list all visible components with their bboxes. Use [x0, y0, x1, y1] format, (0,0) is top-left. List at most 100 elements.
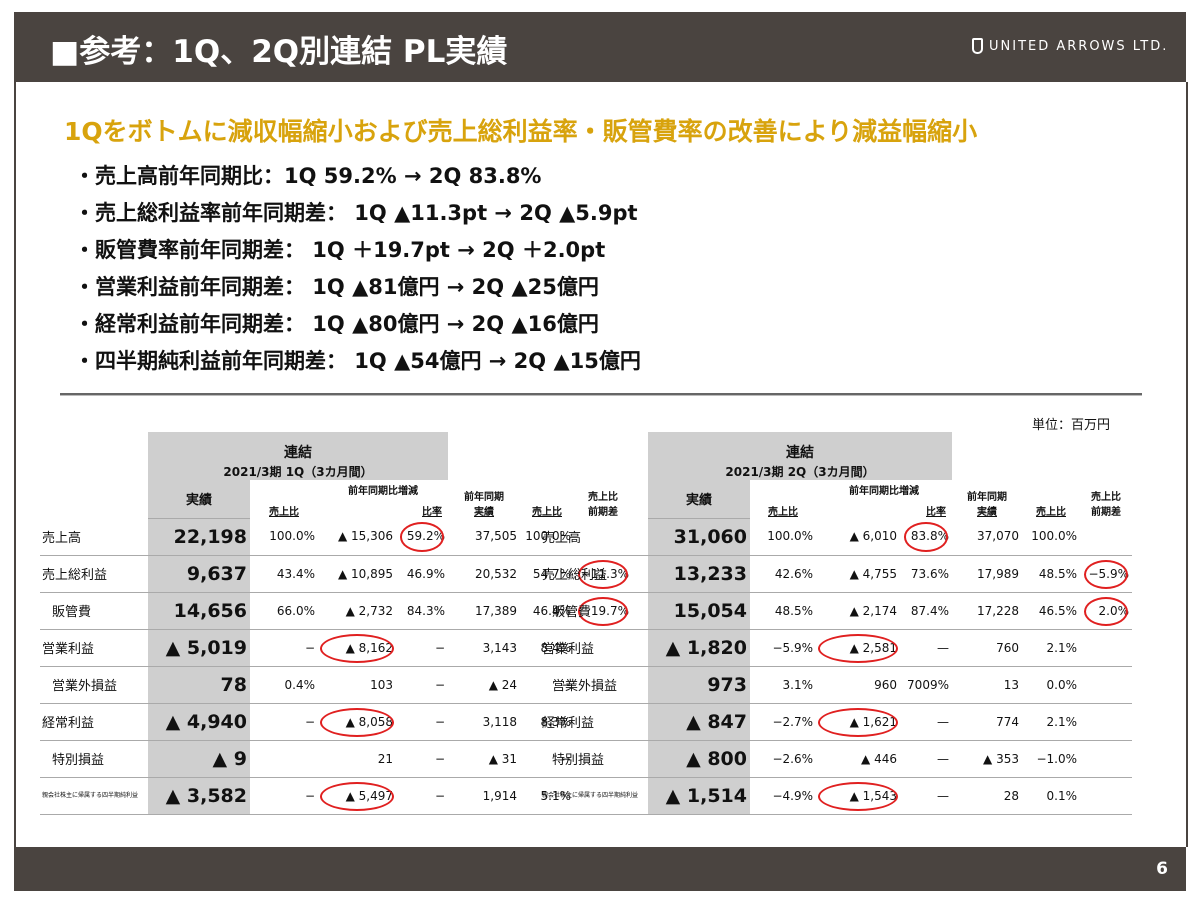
q1-data-rows: 売上高 22,198 100.0% ▲ 15,306 59.2% 37,505 100.0%… [40, 518, 632, 815]
q2-col-uriagehi: 売上比 [768, 507, 798, 518]
table-cell: −5.9% [750, 629, 816, 667]
table-cell: 9,637 [148, 555, 250, 593]
table-cell: 37,505 [448, 518, 520, 556]
table-row: 経常利益 ▲ 4,940− ▲ 8,058−3,118 8.3% [40, 703, 632, 741]
table-cell: 2.1% [1022, 629, 1080, 667]
table-cell: ▲ 10,895 [318, 555, 396, 593]
table-cell: 73.6% [900, 555, 952, 593]
table-cell: ▲ 8,058 [318, 703, 396, 741]
q2-col-zenkisa: 売上比 前期差 [1091, 492, 1121, 518]
table-cell: ▲ 847 [648, 703, 750, 741]
q2-col-zogen: 前年同期比増減 比率 [849, 486, 946, 518]
table-cell: 3,143 [448, 629, 520, 667]
table-cell: 28 [952, 777, 1022, 815]
q1-col-hiritsu: 比率 [422, 507, 442, 518]
table-cell: ▲ 4,755 [816, 555, 900, 593]
table-cell: −2.7% [750, 703, 816, 741]
table-cell [1080, 629, 1132, 667]
row-label: 親会社株主に帰属する四半期純利益 [540, 777, 648, 815]
table-cell: − [396, 666, 448, 704]
table-cell: 78 [148, 666, 250, 704]
row-label: 販管費 [40, 592, 148, 630]
table-cell: − [396, 740, 448, 778]
q1-pl-table: 連結 2021/3期 1Q（3カ月間） 実績 売上比 前年同期比増減 比率 前年… [40, 432, 632, 815]
q2-period: 2021/3期 2Q（3カ月間） [648, 462, 952, 480]
q1-col-zennen: 前年同期 実績 [464, 492, 504, 518]
table-cell: ▲ 24 [448, 666, 520, 704]
table-row: 営業利益 ▲ 5,019− ▲ 8,162−3,143 8.4% [40, 629, 632, 667]
table-cell: 14,656 [148, 592, 250, 630]
table-cell: 0.0% [1022, 666, 1080, 704]
table-cell: −5.9% [1080, 555, 1132, 593]
table-cell: ▲ 3,582 [148, 777, 250, 815]
table-cell [1080, 703, 1132, 741]
table-cell [1080, 740, 1132, 778]
table-cell: ▲ 8,162 [318, 629, 396, 667]
table-cell: 42.6% [750, 555, 816, 593]
table-cell: ▲ 1,621 [816, 703, 900, 741]
table-cell: 22,198 [148, 518, 250, 556]
bullet-item: ・売上高前年同期比：1Q 59.2% → 2Q 83.8% [74, 164, 542, 188]
row-label: 売上高 [40, 518, 148, 556]
table-cell: − [396, 777, 448, 815]
table-cell: 43.4% [250, 555, 318, 593]
table-cell: ▲ 1,820 [648, 629, 750, 667]
table-cell: 13,233 [648, 555, 750, 593]
table-row: 販管費 15,054 48.5% ▲ 2,174 87.4% 17,228 46.5% 2.0… [540, 592, 1132, 630]
row-label: 営業外損益 [540, 666, 648, 704]
row-label: 営業利益 [540, 629, 648, 667]
q2-pl-table: 連結 2021/3期 2Q（3カ月間） 実績 売上比 前年同期比増減 比率 前年… [540, 432, 1132, 815]
table-cell: − [396, 629, 448, 667]
q1-col-jisseki: 実績 [148, 480, 250, 519]
table-cell: 3.1% [750, 666, 816, 704]
table-cell [1080, 666, 1132, 704]
table-cell: ▲ 1,543 [816, 777, 900, 815]
table-cell [1080, 518, 1132, 556]
table-row: 売上総利益 13,233 42.6% ▲ 4,755 73.6% 17,989 48.5% −… [540, 555, 1132, 593]
q1-col-zennen-uriagehi: 売上比 [532, 507, 562, 518]
table-row: 売上高 31,060 100.0% ▲ 6,010 83.8% 37,070 100.0% [540, 518, 1132, 556]
table-cell: 13 [952, 666, 1022, 704]
q2-col-hiritsu: 比率 [926, 507, 946, 518]
table-cell: ▲ 4,940 [148, 703, 250, 741]
q1-col-zogen: 前年同期比増減 比率 [348, 486, 442, 518]
table-row: 特別損益 ▲ 800 −2.6% ▲ 446— ▲ 353 −1.0% [540, 740, 1132, 778]
page-number: 6 [1156, 859, 1168, 879]
bullet-item: ・営業利益前年同期差： 1Q ▲81億円 → 2Q ▲25億円 [74, 275, 599, 299]
table-cell: ▲ 1,514 [648, 777, 750, 815]
table-cell: ▲ 2,732 [318, 592, 396, 630]
table-cell: −2.6% [750, 740, 816, 778]
table-cell: 2.1% [1022, 703, 1080, 741]
divider [60, 393, 1142, 396]
table-cell: 48.5% [1022, 555, 1080, 593]
table-cell: 0.4% [250, 666, 318, 704]
bullet-item: ・販管費率前年同期差： 1Q ＋19.7pt → 2Q ＋2.0pt [74, 238, 606, 262]
table-cell: ▲ 2,581 [816, 629, 900, 667]
bullet-item: ・経常利益前年同期差： 1Q ▲80億円 → 2Q ▲16億円 [74, 312, 599, 336]
row-label: 販管費 [540, 592, 648, 630]
table-cell: ▲ 353 [952, 740, 1022, 778]
table-cell: 2.0% [1080, 592, 1132, 630]
q1-header-renketsu: 連結 [148, 432, 448, 462]
bullet-item: ・四半期純利益前年同期差： 1Q ▲54億円 → 2Q ▲15億円 [74, 349, 641, 373]
table-cell [250, 740, 318, 778]
row-label: 経常利益 [540, 703, 648, 741]
q2-header-renketsu: 連結 [648, 432, 952, 462]
table-cell: ▲ 9 [148, 740, 250, 778]
unit-label: 単位：百万円 [1032, 418, 1111, 433]
table-cell: 15,054 [648, 592, 750, 630]
q2-col-jisseki: 実績 [648, 480, 750, 519]
table-cell: − [250, 703, 318, 741]
table-cell: ▲ 446 [816, 740, 900, 778]
company-logo: UNITED ARROWS LTD. [972, 38, 1168, 54]
table-cell: 7009% [900, 666, 952, 704]
table-cell: 17,228 [952, 592, 1022, 630]
table-row: 営業利益 ▲ 1,820 −5.9% ▲ 2,581—760 2.1% [540, 629, 1132, 667]
row-label: 経常利益 [40, 703, 148, 741]
table-cell: 17,389 [448, 592, 520, 630]
slide-title: ■参考：1Q、2Q別連結 PL実績 [50, 34, 508, 70]
table-cell: 31,060 [648, 518, 750, 556]
table-cell: ▲ 31 [448, 740, 520, 778]
row-label: 営業利益 [40, 629, 148, 667]
bullet-list: ・売上高前年同期比：1Q 59.2% → 2Q 83.8% ・売上総利益率前年同… [74, 158, 641, 380]
